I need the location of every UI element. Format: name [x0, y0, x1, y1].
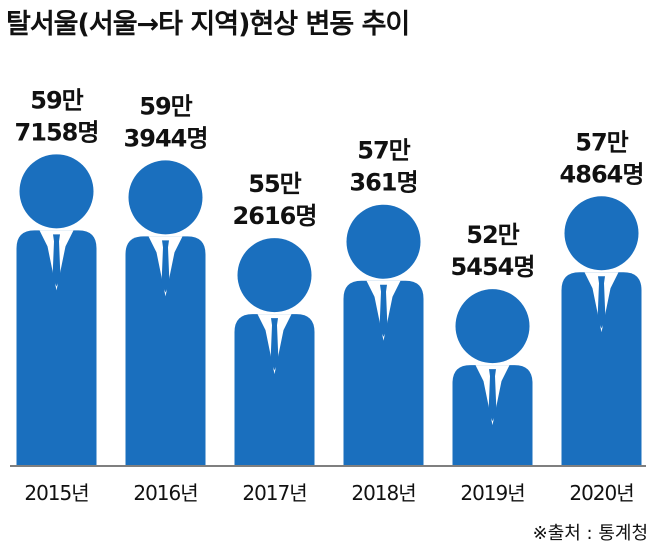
data-label-man: 57만 [357, 137, 410, 165]
data-label-myeong: 3944명 [124, 124, 208, 152]
person-head [346, 204, 421, 279]
necktie [52, 234, 61, 287]
person-head [564, 196, 639, 271]
bar-person-4 [343, 204, 424, 465]
data-label-myeong: 7158명 [15, 118, 99, 146]
bar-body [16, 230, 97, 465]
x-tick-label: 2018년 [351, 481, 415, 505]
bar-body [125, 236, 206, 465]
data-label-man: 59만 [30, 86, 83, 114]
necktie [488, 369, 497, 422]
necktie [379, 284, 388, 337]
data-label-myeong: 5454명 [451, 253, 535, 281]
data-label-myeong: 361명 [349, 169, 417, 197]
bar-person-6 [561, 196, 642, 465]
x-tick-label: 2020년 [569, 481, 633, 505]
data-label-man: 57만 [575, 128, 628, 156]
bar-body [343, 280, 424, 465]
bar-person-2 [125, 160, 206, 465]
x-tick-label: 2016년 [133, 481, 197, 505]
bar-body [561, 272, 642, 465]
bar-body [234, 314, 315, 465]
person-head [237, 238, 312, 313]
chart-title: 탈서울(서울→타 지역)현상 변동 추이 [6, 9, 410, 40]
source-note: ※출처 : 통계청 [532, 523, 648, 544]
necktie [597, 276, 606, 329]
data-label-man: 59만 [139, 92, 192, 120]
data-label-man: 55만 [248, 170, 301, 198]
data-label-myeong: 4864명 [560, 160, 644, 188]
bar-person-3 [234, 238, 315, 465]
data-label-myeong: 2616명 [233, 202, 317, 230]
x-tick-label: 2017년 [242, 481, 306, 505]
person-head [128, 160, 203, 235]
x-tick-label: 2015년 [24, 481, 88, 505]
person-head [455, 289, 530, 364]
bar-person-5 [452, 289, 533, 465]
bar-person-1 [16, 154, 97, 465]
necktie [270, 318, 279, 371]
x-tick-label: 2019년 [460, 481, 524, 505]
data-label-man: 52만 [466, 221, 519, 249]
person-head [19, 154, 94, 229]
necktie [161, 240, 170, 293]
